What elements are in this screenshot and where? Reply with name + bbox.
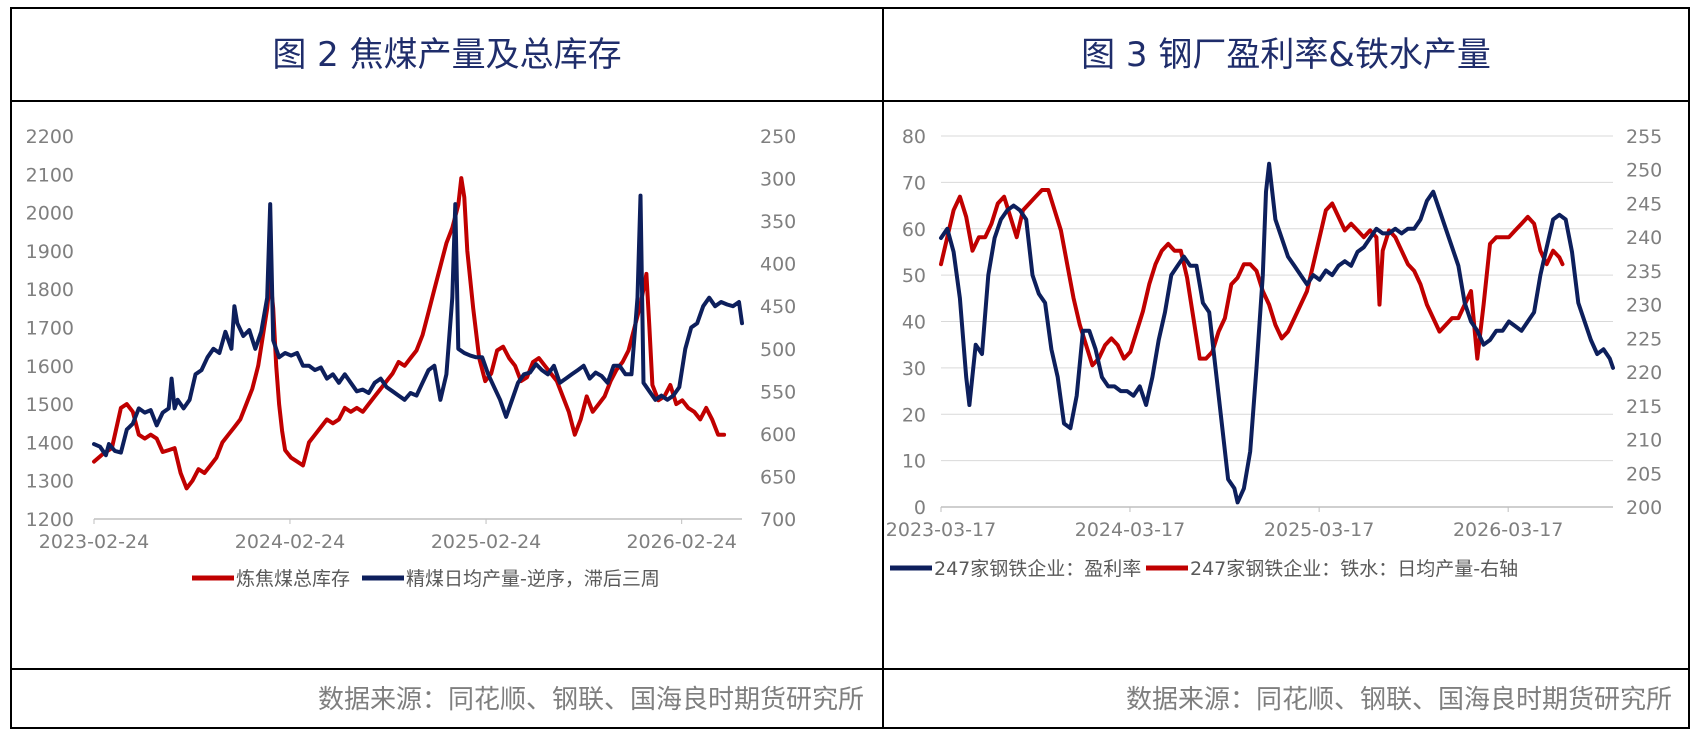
y-right-tick-label: 215 [1626,396,1662,418]
x-tick-label: 2024-03-17 [1075,519,1185,541]
title-divider [10,100,1690,102]
y-right-tick-label: 200 [1626,497,1662,519]
y-left-tick-label: 2100 [26,164,74,186]
y-left-tick-label: 1700 [26,318,74,340]
series-line [92,193,744,458]
legend-label: 247家钢铁企业：铁水：日均产量-右轴 [1190,558,1518,580]
y-right-tick-label: 400 [760,254,796,276]
source-divider [10,668,1690,670]
figure-frame [10,7,1690,729]
y-right-tick-label: 235 [1626,261,1662,283]
x-tick-label: 2026-03-17 [1453,519,1563,541]
y-right-tick-label: 205 [1626,463,1662,485]
series-line [939,161,1615,505]
x-tick-label: 2023-02-24 [39,531,149,553]
y-left-tick-label: 2000 [26,203,74,225]
x-tick-label: 2024-02-24 [235,531,345,553]
y-right-tick-label: 250 [760,126,796,148]
y-left-tick-label: 70 [902,172,926,194]
y-left-tick-label: 30 [902,358,926,380]
y-left-tick-label: 0 [914,497,926,519]
y-right-tick-label: 245 [1626,193,1662,215]
y-left-tick-label: 1900 [26,241,74,263]
legend-label: 炼焦煤总库存 [236,568,350,590]
y-right-tick-label: 500 [760,339,796,361]
y-left-tick-label: 60 [902,219,926,241]
source-note-right: 数据来源：同花顺、钢联、国海良时期货研究所 [1125,685,1672,715]
series-line [92,176,727,491]
legend-label: 247家钢铁企业：盈利率 [934,558,1141,580]
x-tick-label: 2025-02-24 [431,531,541,553]
x-tick-label: 2026-02-24 [626,531,736,553]
y-left-tick-label: 50 [902,265,926,287]
y-left-tick-label: 1500 [26,394,74,416]
y-right-tick-label: 250 [1626,160,1662,182]
y-right-tick-label: 220 [1626,362,1662,384]
panel-divider [882,7,884,729]
y-left-tick-label: 1300 [26,471,74,493]
y-left-tick-label: 20 [902,404,926,426]
y-left-tick-label: 1800 [26,279,74,301]
y-right-tick-label: 700 [760,509,796,531]
chart-title-right: 图 3 钢厂盈利率&铁水产量 [1081,35,1491,75]
y-right-tick-label: 300 [760,169,796,191]
chart-title-left: 图 2 焦煤产量及总库存 [272,35,622,75]
y-right-tick-label: 230 [1626,295,1662,317]
y-right-tick-label: 650 [760,466,796,488]
y-right-tick-label: 240 [1626,227,1662,249]
source-note-left: 数据来源：同花顺、钢联、国海良时期货研究所 [317,685,864,715]
chart-right: 0 10 20 30 40 50 60 70 80 200 205 210 215 220 225 230 23… [886,126,1662,580]
y-left-tick-label: 2200 [26,126,74,148]
legend-label: 精煤日均产量-逆序，滞后三周 [406,568,660,590]
series-line [939,188,1565,368]
x-tick-label: 2025-03-17 [1264,519,1374,541]
chart-left: 1200 1300 1400 1500 1600 1700 1800 1900 2000 2100… [26,126,797,590]
y-right-tick-label: 255 [1626,126,1662,148]
y-left-tick-label: 1600 [26,356,74,378]
y-left-tick-label: 80 [902,126,926,148]
y-left-tick-label: 1200 [26,509,74,531]
x-tick-label: 2023-03-17 [886,519,996,541]
y-right-tick-label: 210 [1626,430,1662,452]
y-right-tick-label: 550 [760,381,796,403]
y-left-tick-label: 10 [902,451,926,473]
y-right-tick-label: 350 [760,211,796,233]
y-right-tick-label: 225 [1626,328,1662,350]
y-right-tick-label: 600 [760,424,796,446]
y-right-tick-label: 450 [760,296,796,318]
y-left-tick-label: 40 [902,312,926,334]
y-left-tick-label: 1400 [26,432,74,454]
